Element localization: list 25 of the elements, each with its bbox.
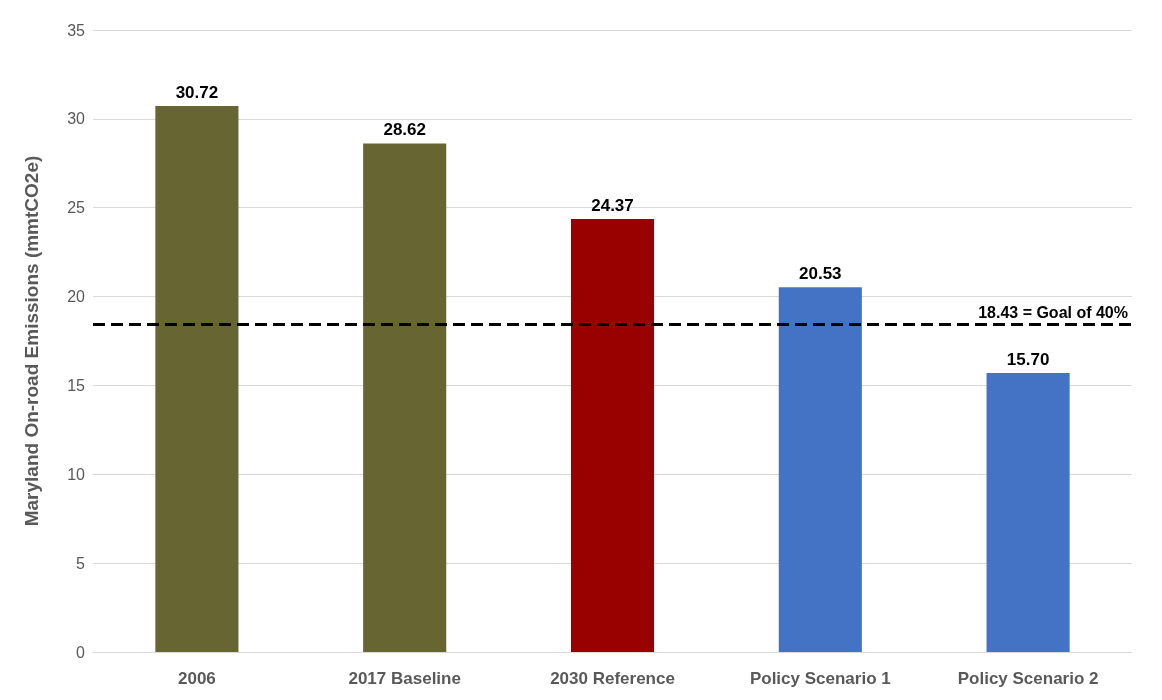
data-label: 28.62 [383, 120, 426, 140]
bar [986, 372, 1070, 652]
y-tick-label: 0 [76, 643, 86, 661]
y-tick-label: 30 [67, 110, 86, 128]
bar [155, 106, 239, 652]
bar [570, 218, 655, 652]
y-tick-label: 25 [67, 199, 86, 217]
y-tick-label: 5 [76, 554, 86, 572]
y-tick-label: 35 [67, 21, 86, 39]
x-tick-label: 2006 [177, 669, 216, 688]
x-tick-label: Policy Scenario 2 [957, 669, 1099, 688]
data-label: 30.72 [175, 83, 219, 103]
bar [363, 143, 447, 652]
bar [778, 287, 862, 652]
ref-line-label: 18.43 = Goal of 40% [978, 303, 1128, 321]
data-label: 15.70 [1006, 349, 1050, 369]
data-label: 24.37 [591, 195, 634, 215]
x-tick-label: 2030 Reference [550, 669, 675, 688]
x-tick-label: 2017 Baseline [348, 669, 461, 688]
y-tick-label: 20 [67, 288, 86, 306]
data-label: 20.53 [799, 264, 842, 284]
y-axis-title: Maryland On-road Emissions (mmtCO2e) [21, 155, 42, 527]
y-tick-label: 15 [67, 376, 86, 394]
y-tick-label: 10 [67, 465, 86, 483]
x-tick-label: Policy Scenario 1 [749, 669, 891, 688]
